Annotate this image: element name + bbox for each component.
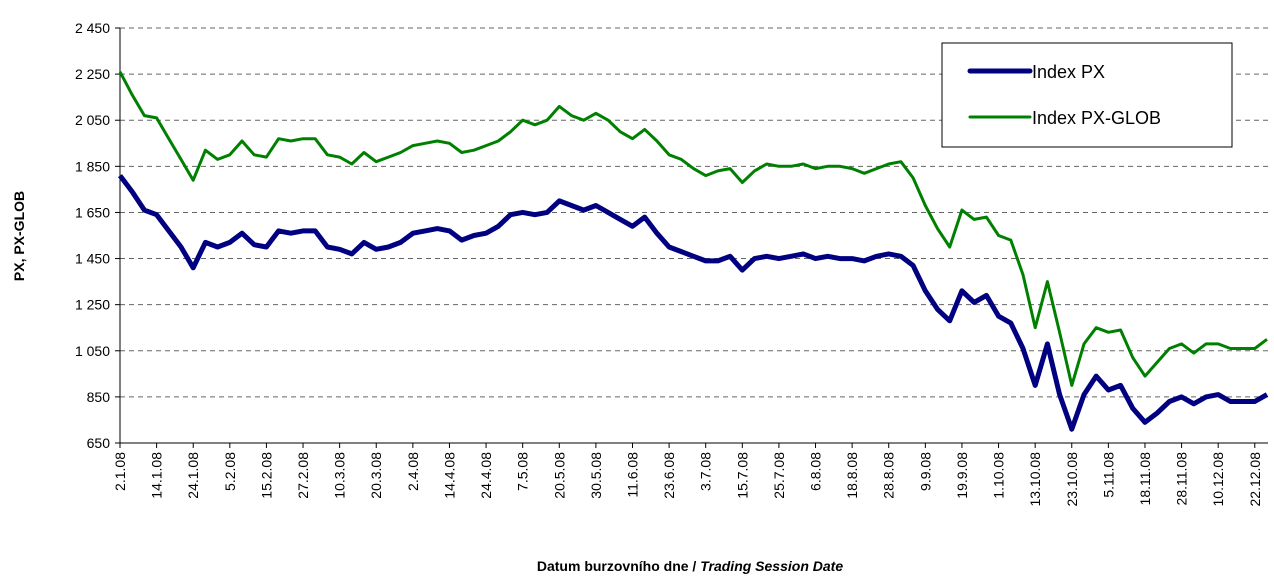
x-tick-label: 6.8.08 [808, 452, 824, 491]
legend-label: Index PX [1032, 62, 1105, 82]
y-tick-label: 1 650 [75, 204, 110, 220]
y-tick-label: 1 250 [75, 297, 110, 313]
x-tick-label: 28.8.08 [881, 452, 897, 499]
y-tick-label: 2 450 [75, 20, 110, 36]
x-tick-label: 1.10.08 [991, 452, 1007, 499]
y-tick-label: 1 450 [75, 251, 110, 267]
x-tick-label: 28.11.08 [1174, 452, 1190, 506]
x-tick-label: 3.7.08 [698, 452, 714, 491]
x-tick-label: 25.7.08 [771, 452, 787, 499]
x-tick-label: 23.6.08 [661, 452, 677, 499]
x-tick-label: 18.11.08 [1137, 452, 1153, 506]
legend-box [941, 42, 1233, 148]
x-axis-label: Datum burzovního dne / Trading Session D… [537, 558, 843, 574]
y-tick-label: 1 850 [75, 158, 110, 174]
series-line [118, 71, 1268, 387]
x-tick-label: 14.4.08 [441, 452, 457, 499]
x-tick-label: 14.1.08 [149, 452, 165, 499]
y-axis-label: PX, PX-GLOB [11, 191, 27, 281]
x-tick-label: 20.5.08 [551, 452, 567, 499]
x-tick-label: 24.4.08 [478, 452, 494, 499]
x-tick-label: 27.2.08 [295, 452, 311, 499]
x-tick-label: 24.1.08 [185, 452, 201, 499]
x-tick-label: 11.6.08 [624, 452, 640, 498]
y-tick-label: 2 050 [75, 112, 110, 128]
x-tick-label: 13.10.08 [1027, 452, 1043, 507]
y-tick-label: 2 250 [75, 66, 110, 82]
x-axis-label-en: Trading Session Date [700, 558, 843, 574]
legend-label: Index PX-GLOB [1032, 108, 1161, 128]
x-axis-label-cz: Datum burzovního dne / [537, 558, 697, 574]
y-tick-label: 850 [87, 389, 111, 405]
x-tick-label: 2.1.08 [112, 452, 128, 491]
x-tick-label: 10.12.08 [1210, 452, 1226, 507]
x-tick-label: 19.9.08 [954, 452, 970, 499]
x-tick-label: 7.5.08 [515, 452, 531, 491]
x-tick-label: 10.3.08 [332, 452, 348, 499]
y-tick-label: 1 050 [75, 343, 110, 359]
x-tick-label: 9.9.08 [917, 452, 933, 491]
x-tick-label: 20.3.08 [368, 452, 384, 499]
x-tick-label: 22.12.08 [1247, 452, 1263, 507]
series-line [118, 174, 1269, 432]
x-tick-label: 18.8.08 [844, 452, 860, 499]
x-tick-label: 5.2.08 [222, 452, 238, 491]
x-tick-label: 30.5.08 [588, 452, 604, 499]
y-tick-label: 650 [87, 435, 111, 451]
x-tick-label: 2.4.08 [405, 452, 421, 491]
x-tick-label: 15.7.08 [734, 452, 750, 499]
x-tick-label: 5.11.08 [1100, 452, 1116, 498]
x-tick-label: 23.10.08 [1064, 452, 1080, 507]
x-tick-label: 15.2.08 [258, 452, 274, 499]
